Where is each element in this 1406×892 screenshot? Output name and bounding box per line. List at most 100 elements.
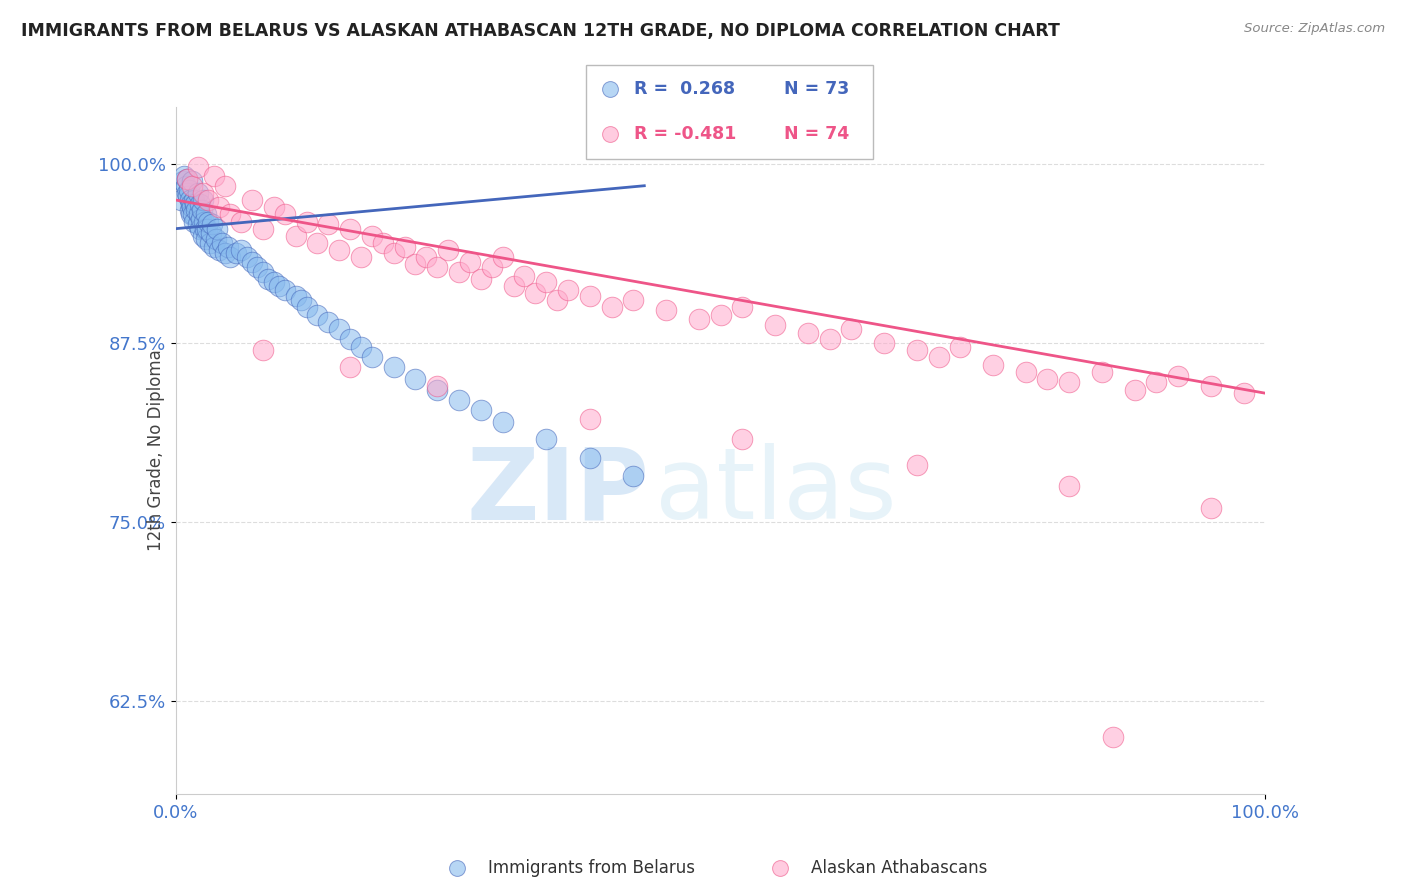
Point bbox=[905, 343, 928, 358]
Point bbox=[405, 257, 427, 271]
Point bbox=[217, 240, 239, 254]
Point bbox=[269, 279, 291, 293]
Point bbox=[426, 379, 449, 393]
Point bbox=[763, 318, 786, 332]
Point bbox=[318, 315, 340, 329]
Point bbox=[190, 211, 212, 226]
Point bbox=[769, 861, 792, 875]
Point bbox=[252, 221, 274, 235]
Point bbox=[446, 861, 468, 875]
Point bbox=[710, 308, 733, 322]
Point bbox=[600, 301, 623, 315]
Point bbox=[191, 186, 214, 200]
Point bbox=[181, 200, 204, 214]
Text: IMMIGRANTS FROM BELARUS VS ALASKAN ATHABASCAN 12TH GRADE, NO DIPLOMA CORRELATION: IMMIGRANTS FROM BELARUS VS ALASKAN ATHAB… bbox=[21, 22, 1060, 40]
Point bbox=[174, 178, 197, 193]
Point bbox=[502, 279, 524, 293]
Point bbox=[1102, 730, 1125, 744]
Point bbox=[184, 197, 207, 211]
Point bbox=[599, 127, 621, 141]
Point bbox=[176, 171, 198, 186]
Point bbox=[181, 178, 204, 193]
Point bbox=[382, 360, 405, 375]
Point bbox=[195, 207, 218, 221]
Point bbox=[1036, 372, 1059, 386]
Point bbox=[1123, 384, 1146, 398]
Point bbox=[688, 311, 710, 326]
Point bbox=[655, 303, 678, 318]
Point bbox=[202, 240, 225, 254]
Point bbox=[796, 326, 818, 340]
Point bbox=[263, 275, 285, 289]
Point bbox=[179, 193, 201, 207]
Point bbox=[579, 412, 602, 426]
Point bbox=[263, 200, 285, 214]
Point bbox=[339, 360, 361, 375]
Point bbox=[426, 384, 449, 398]
Point bbox=[231, 214, 253, 228]
Point bbox=[1144, 375, 1167, 389]
Point bbox=[197, 193, 219, 207]
Point bbox=[219, 207, 242, 221]
Point bbox=[183, 214, 205, 228]
Point bbox=[177, 183, 200, 197]
Text: N = 73: N = 73 bbox=[785, 80, 849, 98]
Point bbox=[194, 221, 217, 235]
Point bbox=[208, 243, 231, 257]
Point bbox=[415, 250, 437, 264]
Point bbox=[235, 250, 257, 264]
Point bbox=[731, 301, 754, 315]
Point bbox=[557, 283, 579, 297]
Point bbox=[183, 193, 205, 207]
Point bbox=[360, 228, 382, 243]
Point bbox=[187, 207, 209, 221]
Point bbox=[513, 268, 536, 283]
Point bbox=[198, 235, 221, 250]
Point bbox=[1091, 365, 1114, 379]
Point bbox=[176, 186, 198, 200]
Point bbox=[290, 293, 312, 308]
Point bbox=[458, 254, 481, 268]
Point bbox=[284, 228, 307, 243]
Point bbox=[394, 240, 416, 254]
Point bbox=[534, 432, 557, 446]
Point bbox=[202, 169, 225, 183]
Y-axis label: 12th Grade, No Diploma: 12th Grade, No Diploma bbox=[146, 350, 165, 551]
Point bbox=[1232, 386, 1256, 401]
Point bbox=[219, 250, 242, 264]
Point bbox=[1015, 365, 1038, 379]
Point bbox=[252, 343, 274, 358]
Point bbox=[481, 260, 503, 275]
Point bbox=[350, 250, 373, 264]
Point bbox=[186, 203, 208, 218]
Point bbox=[1167, 369, 1189, 384]
Text: ZIP: ZIP bbox=[467, 443, 650, 541]
Point bbox=[188, 221, 211, 235]
Point bbox=[318, 218, 340, 232]
Point bbox=[240, 193, 263, 207]
Point bbox=[1057, 375, 1080, 389]
Point bbox=[949, 341, 972, 355]
Point bbox=[470, 403, 492, 417]
Point bbox=[208, 200, 231, 214]
Point bbox=[339, 332, 361, 346]
Point bbox=[274, 207, 297, 221]
Point bbox=[818, 332, 841, 346]
Point bbox=[195, 221, 218, 235]
Point bbox=[447, 393, 470, 408]
Text: R = -0.481: R = -0.481 bbox=[634, 125, 737, 143]
Point bbox=[197, 214, 219, 228]
Point bbox=[307, 235, 329, 250]
Point bbox=[524, 286, 547, 301]
Point bbox=[579, 450, 602, 465]
Point bbox=[437, 243, 460, 257]
Point bbox=[579, 289, 602, 303]
Point bbox=[621, 293, 644, 308]
Point bbox=[360, 351, 382, 365]
Point bbox=[1199, 500, 1222, 515]
Point bbox=[186, 186, 209, 200]
Point bbox=[405, 372, 427, 386]
Point bbox=[201, 218, 224, 232]
Point bbox=[470, 272, 492, 286]
Point bbox=[186, 160, 209, 174]
